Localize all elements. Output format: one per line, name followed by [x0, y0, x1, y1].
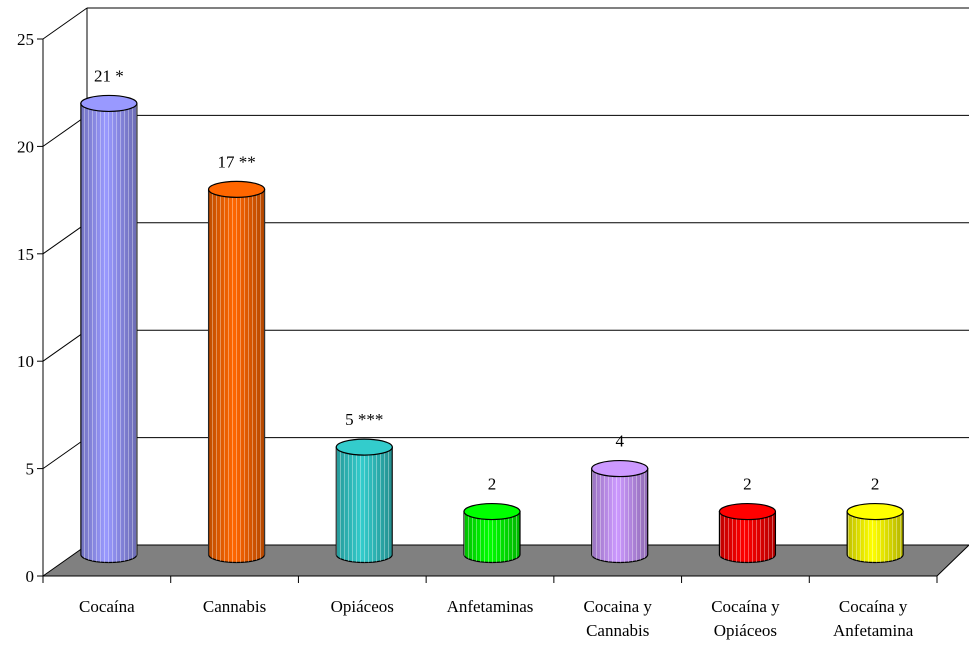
category-label: Cannabis — [203, 597, 266, 616]
bar-texture — [80, 103, 137, 563]
x-axis-labels: Cocaína Cannabis Opiáceos Anfetaminas Cocain… — [79, 597, 914, 640]
data-label: 2 — [871, 475, 880, 494]
gridline-diagonal — [42, 329, 88, 362]
axes — [42, 575, 938, 583]
y-axis-ticks: 0 5 10 15 20 25 — [17, 30, 43, 586]
gridlines — [42, 7, 969, 470]
gridline-diagonal — [42, 114, 88, 147]
data-label: 17 ** — [217, 152, 255, 171]
bar-6 — [846, 502, 904, 564]
bar-1 — [207, 180, 266, 564]
bar-top — [207, 180, 266, 198]
bars — [80, 94, 904, 564]
bar-texture — [719, 511, 776, 563]
bar-top — [718, 502, 777, 521]
category-label: Cocaína — [79, 597, 135, 616]
data-label: 5 *** — [345, 410, 383, 429]
bar-top — [463, 502, 521, 521]
y-tick-label: 5 — [26, 460, 35, 479]
y-tick-label: 20 — [17, 137, 34, 156]
gridline-diagonal — [42, 7, 88, 40]
bar-2 — [335, 438, 393, 564]
category-label: Cocaina y Cannabis — [583, 597, 652, 640]
gridline-diagonal — [42, 437, 88, 470]
y-tick-label: 10 — [17, 352, 34, 371]
data-label: 4 — [615, 432, 624, 451]
category-label: Opiáceos — [331, 597, 394, 616]
bar-texture — [591, 468, 648, 563]
bar-texture — [464, 511, 520, 563]
bar-5 — [718, 502, 777, 564]
bar-texture — [847, 511, 904, 563]
bar-top — [846, 502, 904, 521]
bar-texture — [208, 189, 265, 563]
category-label: Cocaína y Opiáceos — [711, 597, 780, 640]
category-label: Anfetaminas — [447, 597, 534, 616]
category-label: Cocaína y Anfetamina — [833, 597, 914, 640]
y-tick-label: 0 — [26, 567, 35, 586]
bar-top — [80, 94, 138, 113]
bar-top — [335, 438, 393, 456]
data-label: 21 * — [94, 66, 124, 85]
gridline-diagonal — [42, 222, 88, 255]
bar-top — [591, 459, 649, 478]
y-tick-label: 25 — [17, 30, 34, 49]
y-tick-label: 15 — [17, 245, 34, 264]
data-label: 2 — [743, 475, 752, 494]
bar-0 — [80, 94, 138, 564]
data-label: 2 — [488, 475, 497, 494]
bar-texture — [336, 447, 393, 563]
bar-4 — [591, 459, 649, 564]
bar-3 — [463, 502, 521, 564]
data-labels: 21 * 17 ** 5 *** 2 4 2 2 — [94, 66, 879, 493]
